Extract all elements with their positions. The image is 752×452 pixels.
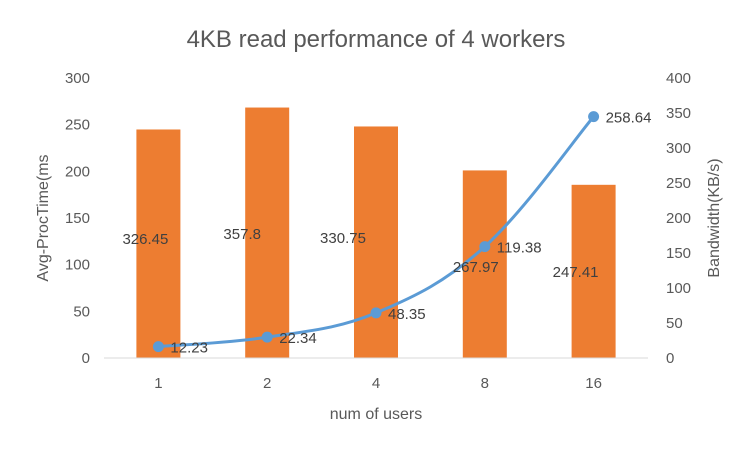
bar bbox=[136, 129, 181, 358]
y-right-tick-label: 300 bbox=[666, 140, 691, 157]
y-axis-left-title: Avg-ProcTime(ms bbox=[35, 154, 52, 281]
y-right-tick-label: 400 bbox=[666, 70, 691, 87]
bar-data-label: 330.75 bbox=[320, 230, 366, 247]
line-data-label: 22.34 bbox=[279, 330, 317, 347]
plot-area: 0 50 100 150 200 250 300 0 50 100 150 200 250 300 350 4… bbox=[65, 70, 691, 392]
line-point bbox=[370, 307, 382, 319]
line-series bbox=[156, 115, 596, 349]
line-data-label: 119.38 bbox=[497, 240, 542, 257]
y-axis-right-title: Bandwidth(KB/s) bbox=[706, 158, 723, 277]
bar-data-label: 357.8 bbox=[223, 226, 261, 243]
line-data-label: 12.23 bbox=[170, 340, 208, 357]
y-right-tick-label: 150 bbox=[666, 245, 691, 262]
y-right-tick-label: 0 bbox=[666, 350, 674, 367]
y-left-tick-label: 250 bbox=[65, 117, 90, 134]
y-left-tick-label: 100 bbox=[65, 257, 90, 274]
chart-title: 4KB read performance of 4 workers bbox=[187, 26, 566, 53]
y-left-tick-label: 300 bbox=[65, 70, 90, 87]
x-tick-label: 8 bbox=[481, 375, 489, 392]
x-tick-label: 2 bbox=[263, 375, 271, 392]
y-right-tick-label: 200 bbox=[666, 210, 691, 227]
x-tick-label: 1 bbox=[154, 375, 162, 392]
line-data-label: 48.35 bbox=[388, 306, 426, 323]
y-left-tick-label: 50 bbox=[73, 303, 90, 320]
bar-data-label: 267.97 bbox=[453, 259, 499, 276]
line-point bbox=[479, 241, 491, 253]
line-data-label: 258.64 bbox=[606, 110, 652, 127]
y-left-tick-label: 200 bbox=[65, 163, 90, 180]
x-tick-label: 4 bbox=[372, 375, 380, 392]
line-point bbox=[152, 341, 164, 353]
x-axis-title: num of users bbox=[330, 406, 422, 423]
x-tick-label: 16 bbox=[585, 375, 602, 392]
y-left-tick-label: 0 bbox=[82, 350, 90, 367]
y-left-tick-label: 150 bbox=[65, 210, 90, 227]
bar bbox=[245, 107, 290, 358]
line-point bbox=[588, 111, 600, 123]
y-right-tick-label: 350 bbox=[666, 105, 691, 122]
bar bbox=[462, 170, 507, 358]
bar-data-label: 326.45 bbox=[122, 231, 168, 248]
y-right-tick-label: 100 bbox=[666, 280, 691, 297]
bar-data-label: 247.41 bbox=[553, 264, 599, 281]
bar bbox=[571, 184, 616, 358]
line-point bbox=[261, 331, 273, 343]
y-right-tick-label: 250 bbox=[666, 175, 691, 192]
y-right-tick-label: 50 bbox=[666, 315, 683, 332]
